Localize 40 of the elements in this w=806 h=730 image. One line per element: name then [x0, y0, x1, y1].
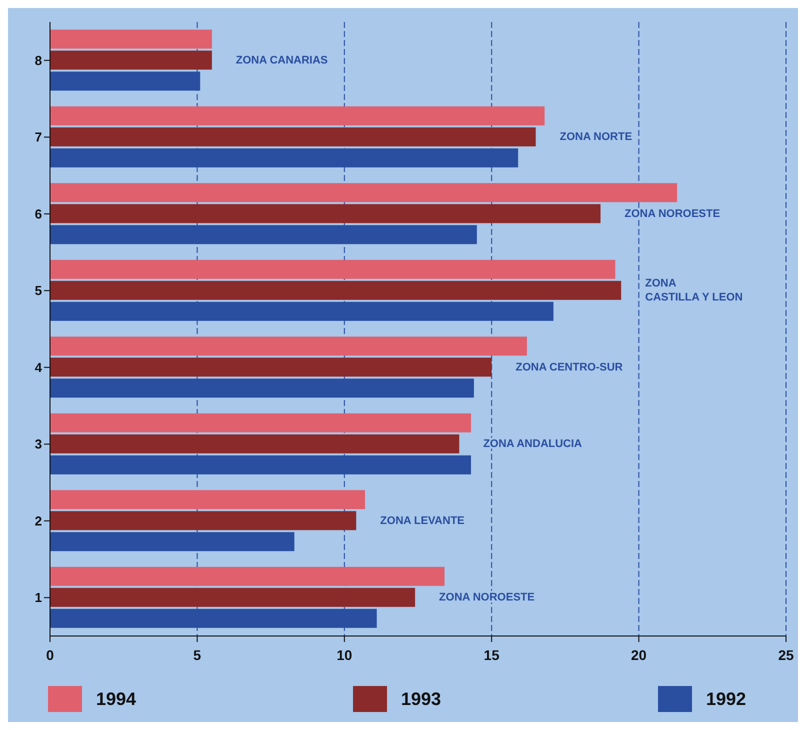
legend-label: 1994: [96, 688, 136, 710]
bar: [50, 490, 366, 510]
bar: [50, 280, 622, 300]
y-tick-label: 3: [34, 436, 42, 452]
bar: [50, 336, 527, 356]
annotation: ZONA NOROESTE: [439, 592, 535, 604]
bar: [50, 127, 536, 146]
annotation: ZONA LEVANTE: [380, 514, 465, 527]
y-tick-label: 1: [34, 590, 42, 606]
x-tick-label: 20: [631, 646, 647, 663]
annotation: ZONA CASTILLA Y LEON: [645, 278, 743, 304]
legend-label: 1992: [706, 688, 746, 710]
bar: [50, 511, 356, 530]
y-tick-label: 6: [34, 206, 42, 222]
x-tick-label: 5: [193, 646, 202, 663]
annotation: ZONA ANDALUCIA: [483, 438, 582, 450]
annotation: ZONA NORTE: [560, 131, 632, 144]
x-tick-label: 10: [336, 646, 352, 663]
bar: [50, 358, 492, 377]
legend-label: 1993: [400, 688, 442, 710]
annotation: ZONA CANARIAS: [236, 54, 328, 66]
bar: [50, 204, 601, 224]
bar: [50, 413, 471, 432]
y-tick-label: 7: [34, 130, 42, 145]
bar: [50, 588, 416, 607]
y-tick-label: 4: [34, 360, 43, 375]
x-tick-label: 25: [778, 646, 794, 663]
bar: [50, 50, 212, 70]
y-tick-label: 5: [34, 283, 42, 298]
bar: [50, 30, 212, 49]
x-tick-label: 0: [46, 646, 54, 663]
bar: [50, 566, 444, 586]
annotation: ZONA CENTRO-SUR: [516, 361, 623, 374]
x-tick-label: 15: [484, 646, 500, 663]
bar: [50, 260, 616, 279]
bar: [50, 434, 460, 454]
y-tick-label: 2: [34, 513, 42, 528]
bar: [50, 106, 545, 126]
bar: [50, 183, 678, 202]
y-tick-label: 8: [34, 52, 42, 68]
